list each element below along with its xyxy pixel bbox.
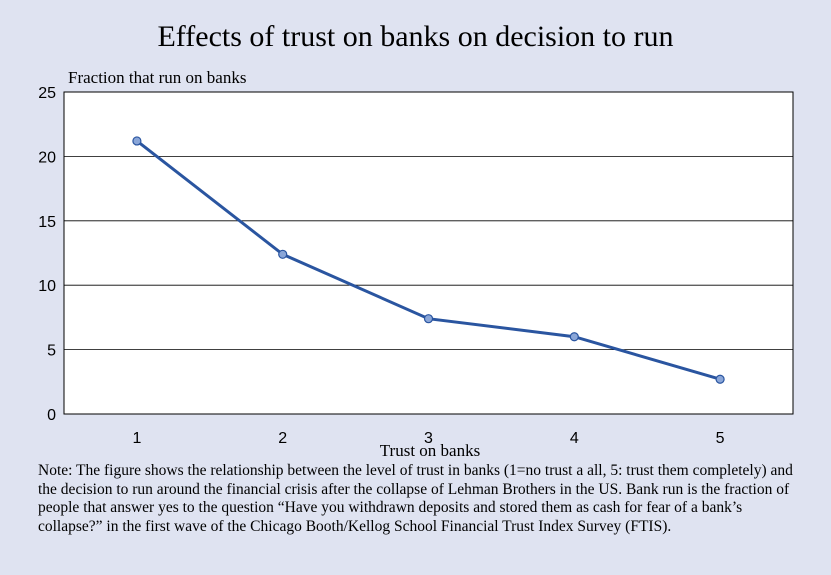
x-tick-label: 2: [278, 430, 287, 447]
y-tick-label: 5: [47, 343, 56, 360]
y-tick-label: 0: [47, 407, 56, 424]
y-tick-label: 20: [38, 149, 56, 166]
x-tick-label: 5: [716, 430, 725, 447]
gridlines: [64, 155, 793, 351]
y-tick-label: 10: [38, 278, 56, 295]
data-point: [132, 136, 142, 146]
figure-note: Note: The figure shows the relationship …: [38, 462, 793, 535]
data-point: [423, 314, 434, 324]
x-tick-label: 1: [132, 430, 141, 447]
plot-background: [63, 91, 794, 415]
data-point: [715, 374, 725, 384]
y-tick-labels: 0 5 10 15 20 25: [38, 85, 56, 424]
chart-title: Effects of trust on banks on decision to…: [157, 20, 674, 53]
x-tick-labels: 1 2 3 4 5: [132, 430, 724, 447]
y-tick-label: 25: [38, 85, 56, 102]
x-tick-label: 4: [570, 430, 579, 447]
x-tick-label: 3: [424, 430, 433, 447]
data-point: [278, 249, 288, 259]
y-axis-label: Fraction that run on banks: [68, 68, 247, 87]
data-point: [569, 332, 579, 342]
data-points: [132, 136, 725, 384]
x-axis-label: Trust on banks: [380, 441, 480, 460]
y-tick-label: 15: [38, 214, 56, 231]
